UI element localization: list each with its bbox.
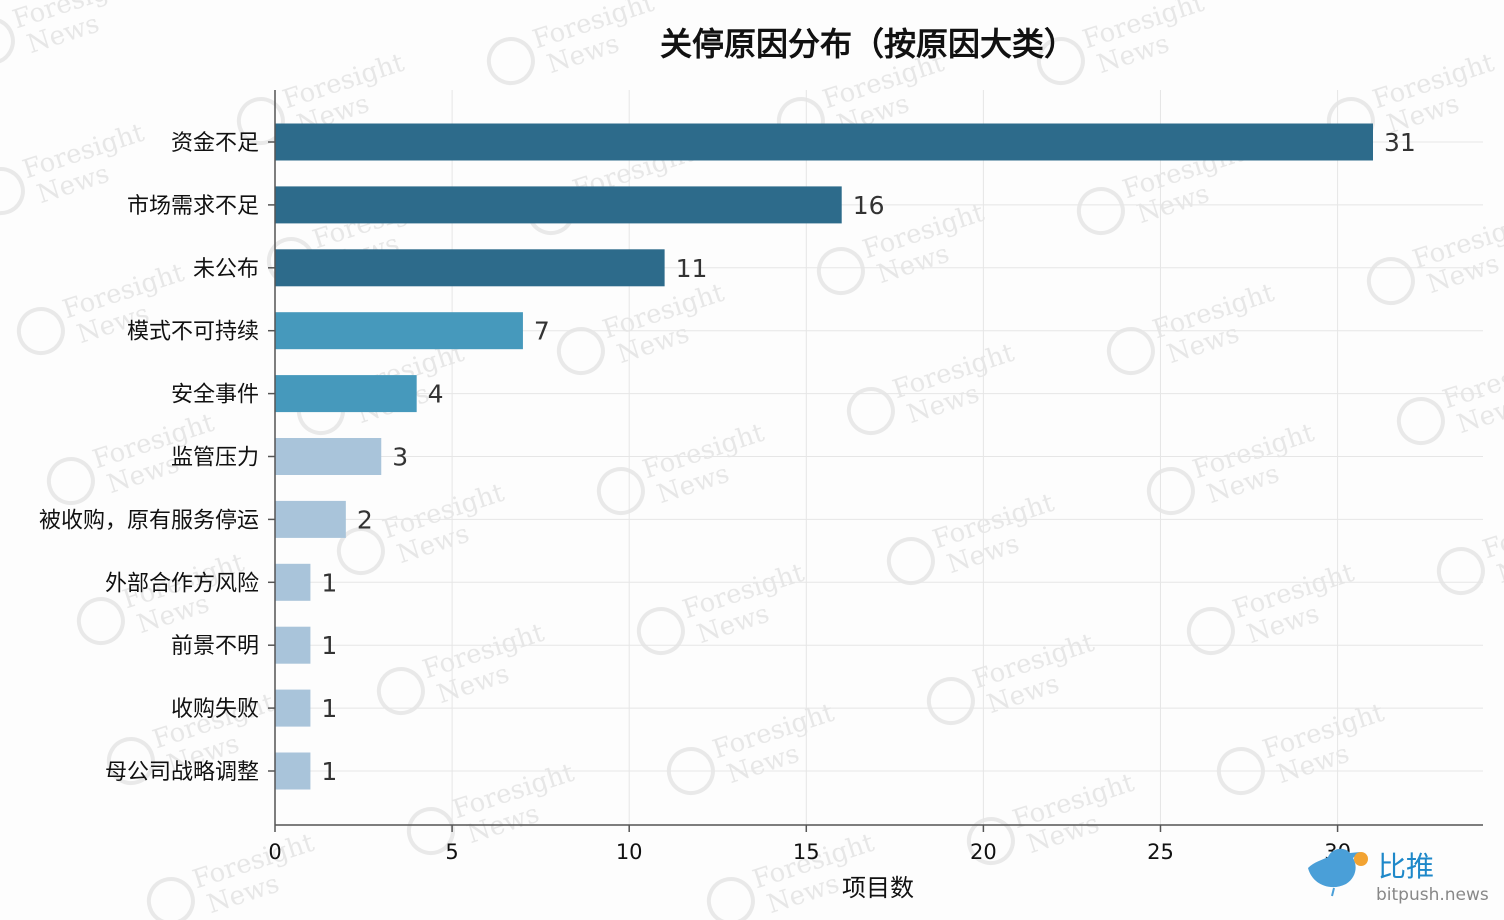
value-label: 16 [853, 191, 885, 220]
bar [275, 123, 1373, 161]
category-label: 安全事件 [171, 383, 259, 408]
category-label: 资金不足 [171, 131, 259, 156]
category-label: 监管压力 [171, 446, 259, 471]
bar [275, 752, 311, 790]
category-label: 前景不明 [171, 634, 259, 659]
value-label: 1 [321, 757, 337, 786]
value-label: 7 [534, 317, 550, 346]
bar [275, 500, 346, 538]
watermark-text: Foresight [1479, 498, 1504, 566]
bar [275, 312, 523, 350]
value-label: 31 [1384, 128, 1416, 157]
value-label: 11 [676, 254, 708, 283]
category-label: 模式不可持续 [127, 320, 259, 345]
value-label: 1 [321, 694, 337, 723]
bird-logo-icon [1308, 848, 1368, 897]
category-label: 未公布 [193, 257, 259, 282]
x-tick-label: 10 [616, 840, 643, 864]
bar [275, 249, 665, 287]
logo-name: 比推 [1378, 850, 1434, 883]
x-tick-label: 25 [1147, 840, 1174, 864]
bar [275, 626, 311, 664]
category-label: 收购失败 [171, 697, 259, 722]
axis-layer: 051015202530 [268, 90, 1483, 864]
bar [275, 563, 311, 601]
watermark-text: News [1494, 539, 1504, 590]
bar [275, 689, 311, 727]
chart-title: 关停原因分布（按原因大类） [660, 25, 1076, 63]
logo-url: bitpush.news [1376, 885, 1489, 905]
value-label: 2 [357, 505, 373, 534]
x-tick-label: 15 [793, 840, 820, 864]
category-label: 母公司战略调整 [105, 760, 259, 785]
category-label: 被收购，原有服务停运 [39, 508, 259, 533]
value-label: 1 [321, 568, 337, 597]
bitpush-logo: 比推 bitpush.news [1308, 848, 1489, 905]
bar [275, 438, 382, 475]
x-tick-label: 0 [268, 840, 281, 864]
x-tick-label: 5 [445, 840, 458, 864]
x-tick-label: 20 [970, 840, 997, 864]
category-label: 外部合作方风险 [105, 571, 259, 596]
x-axis-title: 项目数 [842, 874, 914, 902]
value-label: 3 [392, 443, 408, 472]
category-label: 市场需求不足 [127, 194, 259, 219]
bar [275, 186, 842, 224]
value-label: 4 [428, 380, 444, 409]
value-label: 1 [321, 631, 337, 660]
bar [275, 375, 417, 413]
